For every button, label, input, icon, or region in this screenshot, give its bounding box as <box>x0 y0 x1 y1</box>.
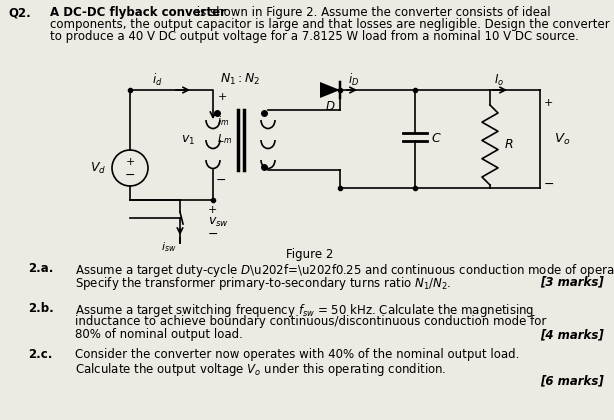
Text: [6 marks]: [6 marks] <box>540 374 604 387</box>
Text: +: + <box>208 205 217 215</box>
Text: $i_m$: $i_m$ <box>217 114 229 128</box>
Text: −: − <box>216 174 227 187</box>
Text: Assume a target switching frequency $f_{sw}$ = 50 kHz. Calculate the magnetising: Assume a target switching frequency $f_{… <box>75 302 534 319</box>
Text: $L_m$: $L_m$ <box>217 132 232 146</box>
Text: $R$: $R$ <box>504 139 513 152</box>
Text: +: + <box>544 98 553 108</box>
Text: −: − <box>544 178 554 191</box>
Text: $i_D$: $i_D$ <box>348 72 359 88</box>
Text: $V_o$: $V_o$ <box>554 131 570 147</box>
Text: Q2.: Q2. <box>8 6 31 19</box>
Text: $V_d$: $V_d$ <box>90 160 106 176</box>
Text: +: + <box>125 157 134 167</box>
Text: $N_1 : N_2$: $N_1 : N_2$ <box>220 72 260 87</box>
Text: $i_{sw}$: $i_{sw}$ <box>160 240 176 254</box>
Text: inductance to achieve boundary continuous/discontinuous conduction mode for: inductance to achieve boundary continuou… <box>75 315 546 328</box>
Text: Consider the converter now operates with 40% of the nominal output load.: Consider the converter now operates with… <box>75 348 519 361</box>
Text: +: + <box>218 92 227 102</box>
Text: D: D <box>325 100 335 113</box>
Text: components, the output capacitor is large and that losses are negligible. Design: components, the output capacitor is larg… <box>50 18 610 31</box>
Text: Calculate the output voltage $V_o$ under this operating condition.: Calculate the output voltage $V_o$ under… <box>75 361 446 378</box>
Text: 2.a.: 2.a. <box>28 262 53 275</box>
Text: $I_o$: $I_o$ <box>494 73 504 88</box>
Polygon shape <box>320 82 340 98</box>
Text: −: − <box>208 228 219 241</box>
Text: $C$: $C$ <box>431 132 441 145</box>
Text: $v_{sw}$: $v_{sw}$ <box>208 215 229 228</box>
Text: to produce a 40 V DC output voltage for a 7.8125 W load from a nominal 10 V DC s: to produce a 40 V DC output voltage for … <box>50 30 579 43</box>
Text: Assume a target duty-cycle $D$\u202f=\u202f0.25 and continuous conduction mode o: Assume a target duty-cycle $D$\u202f=\u2… <box>75 262 614 279</box>
Text: [3 marks]: [3 marks] <box>540 275 604 288</box>
Text: −: − <box>125 168 135 181</box>
Text: 80% of nominal output load.: 80% of nominal output load. <box>75 328 243 341</box>
Text: $v_1$: $v_1$ <box>181 134 195 147</box>
Text: [4 marks]: [4 marks] <box>540 328 604 341</box>
Text: Specify the transformer primary-to-secondary turns ratio $N_1$/$N_2$.: Specify the transformer primary-to-secon… <box>75 275 451 292</box>
Text: 2.b.: 2.b. <box>28 302 54 315</box>
Text: 2.c.: 2.c. <box>28 348 52 361</box>
Text: $i_d$: $i_d$ <box>152 72 163 88</box>
Text: A DC-DC flyback converter: A DC-DC flyback converter <box>50 6 226 19</box>
Text: Figure 2: Figure 2 <box>286 248 333 261</box>
Text: is shown in Figure 2. Assume the converter consists of ideal: is shown in Figure 2. Assume the convert… <box>193 6 551 19</box>
